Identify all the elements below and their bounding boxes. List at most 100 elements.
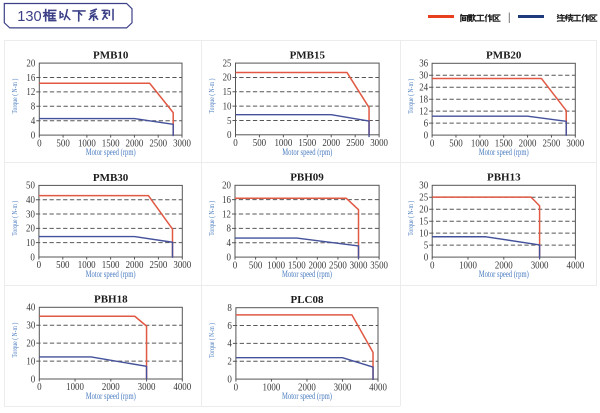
svg-text:Motor speed (rpm): Motor speed (rpm) <box>282 147 332 158</box>
svg-text:25: 25 <box>223 58 232 69</box>
svg-text:1000: 1000 <box>274 138 292 149</box>
svg-text:40: 40 <box>26 195 35 206</box>
svg-text:10: 10 <box>26 356 35 367</box>
svg-text:2: 2 <box>227 357 232 368</box>
svg-text:0: 0 <box>30 252 35 263</box>
svg-text:30: 30 <box>26 209 35 220</box>
svg-text:Motor speed (rpm): Motor speed (rpm) <box>479 269 529 280</box>
svg-text:20: 20 <box>222 181 231 192</box>
svg-text:Torque ( N-m ): Torque ( N-m ) <box>406 78 415 113</box>
svg-text:3000: 3000 <box>350 260 368 271</box>
svg-text:0: 0 <box>234 382 239 393</box>
svg-text:2500: 2500 <box>543 138 561 149</box>
svg-text:0: 0 <box>227 130 232 141</box>
svg-text:Torque ( N-m ): Torque ( N-m ) <box>10 322 19 357</box>
svg-text:3000: 3000 <box>138 382 156 393</box>
svg-text:PMB20: PMB20 <box>486 50 522 62</box>
svg-text:40: 40 <box>26 303 35 314</box>
svg-text:1000: 1000 <box>471 138 489 149</box>
svg-text:3000: 3000 <box>566 138 584 149</box>
svg-text:Motor speed (rpm): Motor speed (rpm) <box>282 269 332 280</box>
svg-text:1500: 1500 <box>495 138 513 149</box>
svg-text:24: 24 <box>419 83 429 94</box>
svg-text:2000: 2000 <box>519 138 537 149</box>
svg-text:30: 30 <box>419 181 428 192</box>
svg-text:2000: 2000 <box>298 382 316 393</box>
svg-text:2000: 2000 <box>126 138 144 149</box>
svg-text:3000: 3000 <box>334 382 352 393</box>
svg-text:Motor speed (rpm): Motor speed (rpm) <box>282 391 332 402</box>
svg-text:0: 0 <box>227 374 232 385</box>
svg-text:1000: 1000 <box>78 260 96 271</box>
svg-text:36: 36 <box>419 59 428 70</box>
svg-text:5: 5 <box>424 240 429 251</box>
svg-text:2500: 2500 <box>149 138 167 149</box>
svg-text:3000: 3000 <box>173 260 191 271</box>
svg-text:4: 4 <box>227 339 232 350</box>
svg-text:0: 0 <box>37 260 42 271</box>
svg-text:3000: 3000 <box>531 260 549 271</box>
svg-text:20: 20 <box>223 73 232 84</box>
svg-text:6: 6 <box>227 321 232 332</box>
svg-text:PLC08: PLC08 <box>291 294 325 306</box>
svg-text:1000: 1000 <box>66 382 84 393</box>
svg-text:30: 30 <box>26 321 35 332</box>
svg-text:16: 16 <box>26 73 35 84</box>
svg-text:25: 25 <box>419 193 428 204</box>
svg-text:PBH18: PBH18 <box>94 294 128 306</box>
svg-text:3500: 3500 <box>370 260 388 271</box>
svg-text:0: 0 <box>37 138 42 149</box>
svg-text:1000: 1000 <box>263 382 281 393</box>
svg-text:0: 0 <box>37 382 42 393</box>
svg-text:0: 0 <box>233 260 238 271</box>
svg-text:20: 20 <box>26 58 35 69</box>
svg-text:3000: 3000 <box>173 138 191 149</box>
svg-text:Motor speed (rpm): Motor speed (rpm) <box>86 147 136 158</box>
svg-text:2500: 2500 <box>346 138 364 149</box>
svg-text:1500: 1500 <box>102 260 120 271</box>
svg-text:500: 500 <box>249 260 262 271</box>
svg-text:1500: 1500 <box>288 260 306 271</box>
svg-text:20: 20 <box>26 224 35 235</box>
svg-text:0: 0 <box>227 252 232 263</box>
svg-text:0: 0 <box>430 260 435 271</box>
svg-text:10: 10 <box>26 238 35 249</box>
svg-text:Torque ( N-m ): Torque ( N-m ) <box>207 78 216 113</box>
svg-text:Torque ( N-m ): Torque ( N-m ) <box>10 200 19 235</box>
svg-text:0: 0 <box>430 138 435 149</box>
svg-text:Torque ( N-m ): Torque ( N-m ) <box>207 323 216 358</box>
svg-text:10: 10 <box>223 101 232 112</box>
svg-text:Motor speed (rpm): Motor speed (rpm) <box>86 391 136 402</box>
svg-text:4: 4 <box>31 116 36 127</box>
svg-text:0: 0 <box>424 130 429 141</box>
svg-text:1000: 1000 <box>267 260 285 271</box>
svg-text:18: 18 <box>419 95 428 106</box>
svg-text:3000: 3000 <box>370 138 388 149</box>
svg-text:Torque ( N-m ): Torque ( N-m ) <box>10 78 19 113</box>
svg-text:10: 10 <box>419 228 428 239</box>
svg-text:500: 500 <box>56 138 69 149</box>
svg-text:PBH09: PBH09 <box>290 172 324 184</box>
svg-text:8: 8 <box>227 303 232 314</box>
svg-text:PMB10: PMB10 <box>93 50 129 62</box>
svg-text:Torque ( N-m ): Torque ( N-m ) <box>406 200 415 235</box>
svg-text:6: 6 <box>424 118 429 129</box>
svg-text:500: 500 <box>253 138 266 149</box>
svg-text:PMB15: PMB15 <box>290 50 326 62</box>
svg-text:0: 0 <box>31 130 36 141</box>
svg-text:5: 5 <box>227 116 232 127</box>
svg-text:0: 0 <box>31 374 36 385</box>
svg-text:15: 15 <box>223 87 232 98</box>
svg-text:8: 8 <box>227 224 232 235</box>
svg-text:2500: 2500 <box>150 260 168 271</box>
svg-text:PMB30: PMB30 <box>93 172 129 184</box>
svg-text:Motor speed (rpm): Motor speed (rpm) <box>479 147 529 158</box>
svg-text:1500: 1500 <box>298 138 316 149</box>
svg-text:0: 0 <box>424 252 429 263</box>
svg-text:1500: 1500 <box>102 138 120 149</box>
svg-text:12: 12 <box>222 209 231 220</box>
svg-text:1000: 1000 <box>459 260 477 271</box>
svg-text:500: 500 <box>449 138 462 149</box>
svg-text:8: 8 <box>31 102 36 113</box>
svg-text:Motor speed (rpm): Motor speed (rpm) <box>86 269 136 280</box>
